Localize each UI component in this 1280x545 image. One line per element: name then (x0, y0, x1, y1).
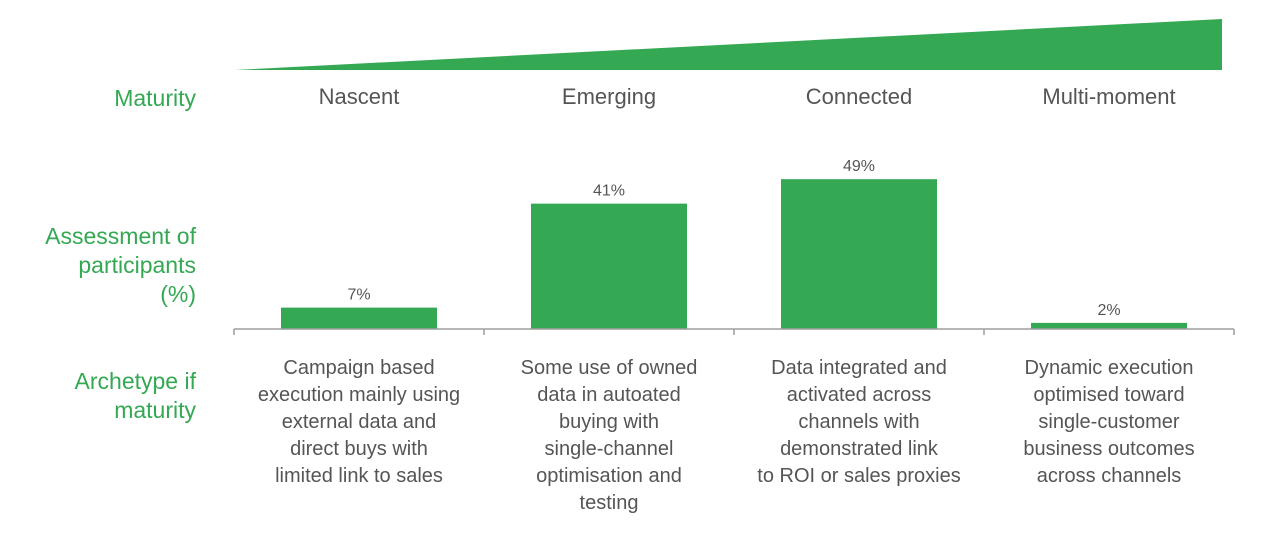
archetype-line: single-customer (1038, 411, 1180, 433)
stage-label-connected: Connected (805, 84, 913, 109)
row-label-line: participants (78, 252, 196, 278)
row-label-maturity: Maturity (114, 85, 196, 111)
bar-value-label: 49% (843, 158, 875, 175)
archetype-description: Data integrated and activated across chann… (734, 355, 984, 490)
bar-value-label: 2% (1097, 302, 1120, 319)
row-label-line: (%) (160, 281, 196, 307)
archetype-line: optimisation and (536, 465, 682, 487)
archetype-description: Dynamic execution optimised toward single-… (984, 355, 1234, 490)
archetype-line: external data and (281, 411, 437, 433)
row-label-archetype: Archetype if maturity (75, 367, 196, 425)
archetype-line: limited link to sales (275, 465, 443, 487)
bar-connected (781, 179, 937, 329)
bar-value-label: 7% (347, 287, 370, 304)
archetype-line: buying with (558, 411, 660, 433)
archetype-line: single-channel (544, 438, 674, 460)
archetype-line: direct buys with (290, 438, 428, 460)
archetype-line: business outcomes (1023, 438, 1195, 460)
archetype-line: to ROI or sales proxies (757, 465, 961, 487)
row-label-line: Assessment of (45, 223, 196, 249)
stage-label-multi-moment: Multi-moment (1042, 84, 1176, 109)
stage-label-emerging: Emerging (561, 84, 657, 109)
archetype-line: execution mainly using (257, 384, 461, 406)
stage-label-nascent: Nascent (318, 84, 400, 109)
bar-nascent (281, 307, 437, 329)
bar-emerging (531, 203, 687, 329)
archetype-line: demonstrated link (780, 438, 938, 460)
maturity-wedge (235, 19, 1222, 70)
archetype-line: Some use of owned (520, 357, 698, 379)
row-label-assessment: Assessment of participants (%) (45, 222, 196, 309)
bar-multi-moment (1031, 322, 1187, 329)
archetype-line: Campaign based (283, 357, 435, 379)
archetype-line: optimised toward (1033, 384, 1185, 406)
row-label-line: maturity (114, 397, 196, 423)
bar-value-label: 41% (593, 183, 625, 200)
archetype-line: channels with (798, 411, 920, 433)
archetype-description: Campaign based execution mainly using exte… (234, 355, 484, 490)
archetype-line: across channels (1036, 465, 1182, 487)
row-label-line: Archetype if (74, 368, 196, 394)
archetype-line: activated across (786, 384, 932, 406)
archetype-line: testing (579, 492, 639, 514)
archetype-line: Data integrated and (771, 357, 947, 379)
archetype-line: data in autoated (537, 384, 681, 406)
archetype-description: Some use of owned data in autoated buying … (484, 355, 734, 517)
archetype-line: Dynamic execution (1024, 357, 1194, 379)
